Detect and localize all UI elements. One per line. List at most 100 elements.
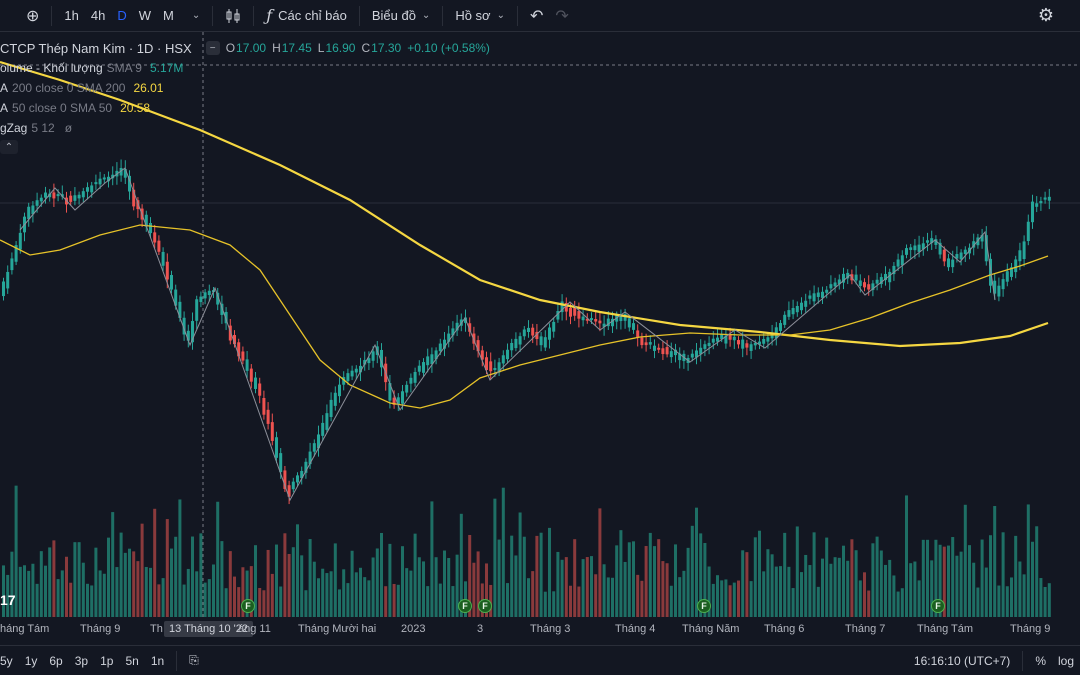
candle-body <box>90 185 94 193</box>
volume-bar <box>737 580 740 617</box>
volume-bar <box>879 550 883 617</box>
add-symbol-button[interactable]: ⊕ <box>0 0 45 32</box>
volume-bar <box>174 536 178 617</box>
event-flag[interactable]: F <box>697 599 711 613</box>
plus-circle-icon: ⊕ <box>26 7 40 25</box>
legend-volume-row[interactable]: olume - Khối lượng SMA 9 5.17M <box>0 61 184 75</box>
interval-1h-button[interactable]: 1h <box>64 8 79 23</box>
volume-bar <box>980 539 984 617</box>
sma-200-line <box>0 60 1049 348</box>
candle-body <box>737 340 740 345</box>
volume-bar <box>522 536 526 617</box>
range-1y-button[interactable]: 1y <box>24 653 38 668</box>
candle-body <box>346 373 350 382</box>
range-5y-button[interactable]: 5y <box>0 653 13 668</box>
candle-body <box>291 481 295 490</box>
candle-body <box>489 361 493 372</box>
price-chart[interactable] <box>0 0 1080 642</box>
minus-icon[interactable]: − <box>205 41 220 55</box>
interval-w-button[interactable]: W <box>138 8 152 23</box>
x-tick-label: Tháng 9 <box>1010 623 1051 635</box>
interval-4h-button[interactable]: 4h <box>90 8 106 23</box>
volume-bar <box>300 555 304 617</box>
interval-dropdown[interactable]: ⌄ <box>180 0 206 32</box>
candle-body <box>237 342 241 357</box>
volume-bar <box>451 586 455 617</box>
event-flag[interactable]: F <box>458 599 472 613</box>
range-3m-button[interactable]: 3p <box>74 653 89 668</box>
chevron-up-icon: ⌃ <box>4 141 14 153</box>
candle-body <box>871 283 875 291</box>
volume-bar <box>921 539 925 617</box>
volume-bar <box>762 571 766 617</box>
range-1d-button[interactable]: 1n <box>150 653 165 668</box>
log-scale-button[interactable]: log <box>1057 654 1074 668</box>
bottom-toolbar: 5y 1y 6p 3p 1p 5n 1n ⎘ 16:16:10 (UTC+7) … <box>0 645 1080 675</box>
candle-body <box>581 316 585 321</box>
time-axis[interactable]: háng Tám Tháng 9 Th 13 Tháng 10 '22 áng … <box>0 620 1080 640</box>
range-6m-button[interactable]: 6p <box>49 653 63 668</box>
volume-bar <box>913 561 917 617</box>
volume-bar <box>758 530 761 617</box>
volume-bar <box>396 584 400 617</box>
volume-bar <box>825 537 829 617</box>
volume-bar <box>909 563 913 617</box>
volume-bar <box>2 565 5 617</box>
volume-bar <box>829 563 833 617</box>
interval-d-button[interactable]: D <box>117 8 127 23</box>
volume-bar <box>560 559 564 617</box>
candle-body <box>392 397 396 405</box>
collapse-legend-button[interactable]: ⌃ <box>0 140 18 154</box>
volume-bar <box>699 533 703 617</box>
candle-body <box>695 350 698 358</box>
candle-body <box>611 318 614 327</box>
goto-date-button[interactable]: ⎘ <box>183 653 205 668</box>
range-1m-button[interactable]: 1p <box>100 653 114 668</box>
chart-menu-button[interactable]: Biểu đồ ⌄ <box>371 8 431 23</box>
volume-bar <box>321 568 325 617</box>
candle-body <box>724 335 728 344</box>
volume-bar <box>10 551 14 617</box>
redo-button[interactable]: ↷ <box>549 0 574 32</box>
candle-body <box>552 321 556 332</box>
profile-menu-button[interactable]: Hồ sơ ⌄ <box>455 8 505 23</box>
candle-body <box>157 240 161 252</box>
percent-scale-button[interactable]: % <box>1035 654 1046 668</box>
legend-zigzag-row[interactable]: gZag 5 12 ø <box>0 121 73 135</box>
candle-body <box>220 303 224 315</box>
volume-bar <box>556 551 560 617</box>
clock-time[interactable]: 16:16:10 (UTC+7) <box>913 654 1011 668</box>
chart-type-button[interactable] <box>219 0 247 32</box>
volume-bar <box>779 566 782 617</box>
top-toolbar: ⊕ 1h 4h D W M ⌄ ƒ Các chỉ báo Biểu đồ ⌄ … <box>0 0 1080 32</box>
candle-body <box>569 307 572 317</box>
tradingview-logo[interactable]: 17 <box>0 592 16 608</box>
symbol-title[interactable]: CTCP Thép Nam Kim · 1D · HSX <box>0 40 192 56</box>
volume-bar <box>812 532 816 617</box>
candle-body <box>409 377 413 384</box>
indicators-button[interactable]: ƒ Các chỉ báo <box>266 6 347 25</box>
volume-bar <box>896 591 900 617</box>
candle-body <box>606 318 610 327</box>
volume-bar <box>690 525 694 617</box>
volume-bar <box>258 587 262 617</box>
event-flag[interactable]: F <box>241 599 255 613</box>
volume-bar <box>241 567 245 617</box>
candle-body <box>10 258 14 271</box>
function-icon: ƒ <box>266 6 273 25</box>
candle-body <box>896 259 900 267</box>
legend-sma200-row[interactable]: A 200 close 0 SMA 200 26.01 <box>0 81 164 95</box>
legend-sma50-row[interactable]: A 50 close 0 SMA 50 20.58 <box>0 101 151 115</box>
undo-button[interactable]: ↶ <box>524 0 549 32</box>
event-flag[interactable]: F <box>478 599 492 613</box>
volume-bar <box>39 551 43 617</box>
range-5d-button[interactable]: 5n <box>125 653 139 668</box>
candle-body <box>510 342 514 351</box>
candle-body <box>165 261 169 280</box>
interval-m-button[interactable]: M <box>163 8 174 23</box>
candle-body <box>644 342 648 346</box>
settings-button[interactable]: ⚙ <box>1032 0 1060 32</box>
volume-bar <box>308 539 312 617</box>
candle-body <box>258 383 262 396</box>
event-flag[interactable]: F <box>931 599 945 613</box>
